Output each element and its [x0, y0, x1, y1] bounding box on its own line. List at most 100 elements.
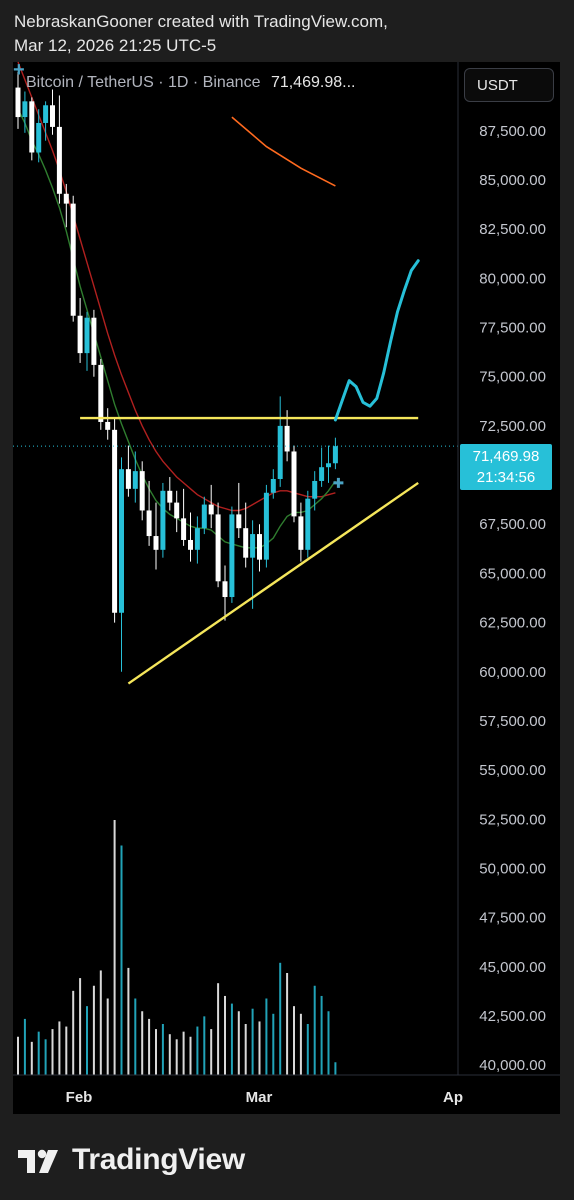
price-tick-label: 82,500.00 [479, 221, 546, 238]
volume-bar [37, 1031, 40, 1075]
candle-body [105, 421, 111, 430]
time-tick-label: Mar [246, 1089, 273, 1106]
candle-body [284, 425, 290, 452]
candle-body [319, 467, 325, 481]
volume-bar [141, 1011, 144, 1075]
volume-bar [196, 1026, 199, 1075]
volume-bar [182, 1031, 185, 1075]
candle-body [194, 528, 200, 550]
price-tick-label: 45,000.00 [479, 959, 546, 976]
candle-body [174, 502, 180, 519]
volume-bar [79, 978, 82, 1075]
volume-bar [293, 1006, 295, 1075]
price-tick-label: 55,000.00 [479, 762, 546, 779]
volume-bar [168, 1034, 171, 1075]
candle-body [91, 317, 97, 365]
price-tick-label: 47,500.00 [479, 910, 546, 927]
candle-body [236, 514, 242, 529]
candle-body [98, 364, 104, 422]
candle-body [263, 492, 269, 560]
volume-bar [313, 985, 316, 1075]
volume-bar [92, 985, 95, 1075]
candle-body [229, 514, 235, 598]
price-tick-label: 62,500.00 [479, 615, 546, 632]
volume-bar [134, 998, 137, 1075]
volume-bar [161, 1024, 164, 1075]
price-tick-label: 72,500.00 [479, 418, 546, 435]
candle-body [208, 504, 214, 515]
price-tick-label: 42,500.00 [479, 1008, 546, 1025]
share-header: NebraskanGooner created with TradingView… [14, 10, 554, 58]
candle-body [270, 479, 276, 493]
candle-body [291, 451, 297, 517]
volume-bar [58, 1021, 61, 1075]
tradingview-logo: TradingView [18, 1140, 245, 1180]
price-tick-label: 52,500.00 [479, 811, 546, 828]
candle-body [63, 193, 69, 204]
symbol-legend: Bitcoin / TetherUS · 1D · Binance 71,469… [26, 74, 355, 92]
candle-body [160, 490, 166, 550]
volume-bar [237, 1011, 240, 1075]
volume-bar [72, 990, 75, 1075]
currency-button[interactable]: USDT [464, 68, 554, 102]
volume-bar [224, 995, 226, 1075]
candle-body [43, 105, 49, 123]
chart-pane[interactable] [13, 62, 560, 1114]
candle-body [222, 581, 228, 598]
candle-body [119, 469, 124, 613]
candle-body [257, 534, 262, 560]
candle-body [201, 504, 207, 529]
volume-bar [265, 998, 268, 1075]
candle-body [139, 471, 145, 511]
crosshair-marker-icon [333, 477, 344, 488]
plus-icon[interactable]: + [13, 59, 25, 81]
candle-body [277, 425, 283, 480]
candle-body [29, 101, 35, 153]
author-line: NebraskanGooner created with TradingView… [14, 12, 388, 31]
time-tick-label: Ap [443, 1089, 463, 1106]
volume-bar [175, 1039, 178, 1075]
candle-body [70, 203, 76, 316]
timestamp-line: Mar 12, 2026 21:25 UTC-5 [14, 36, 217, 55]
volume-bar [210, 1029, 213, 1075]
volume-bar [17, 1036, 19, 1075]
volume-bar [155, 1029, 157, 1075]
volume-bar [86, 1006, 88, 1075]
volume-bar [23, 1018, 26, 1075]
volume-bar [120, 845, 123, 1075]
price-tick-label: 57,500.00 [479, 713, 546, 730]
volume-bar [51, 1029, 54, 1075]
volume-bar [334, 1062, 337, 1075]
volume-bar [306, 1024, 309, 1075]
volume-bar [258, 1021, 261, 1075]
volume-bar [65, 1026, 68, 1075]
candle-body [36, 122, 42, 153]
candle-body [332, 446, 338, 464]
volume-bar [244, 1024, 247, 1075]
price-tick-label: 60,000.00 [479, 664, 546, 681]
price-tick-label: 65,000.00 [479, 565, 546, 582]
tradingview-wordmark: TradingView [72, 1143, 245, 1176]
volume-bar [286, 973, 289, 1075]
candle-body [56, 126, 62, 194]
last-price-badge: 71,469.98 21:34:56 [460, 444, 552, 490]
volume-bar [30, 1041, 33, 1075]
time-tick-label: Feb [66, 1089, 93, 1106]
volume-bar [203, 1016, 206, 1075]
projection-path [333, 259, 420, 422]
candle-body [112, 429, 118, 613]
volume-bar [189, 1036, 192, 1075]
volume-bar [106, 998, 109, 1075]
bar-countdown: 21:34:56 [476, 469, 536, 486]
candle-body [298, 516, 304, 550]
volume-bar [251, 1008, 254, 1075]
symbol-last-price: 71,469.98... [270, 74, 356, 91]
trendline-support [127, 481, 419, 685]
tradingview-logo-icon [18, 1149, 58, 1173]
volume-bar [113, 820, 116, 1075]
volume-bar [230, 1003, 233, 1075]
candle-body [125, 469, 131, 489]
candle-body [188, 539, 193, 550]
candle-body [146, 510, 152, 537]
